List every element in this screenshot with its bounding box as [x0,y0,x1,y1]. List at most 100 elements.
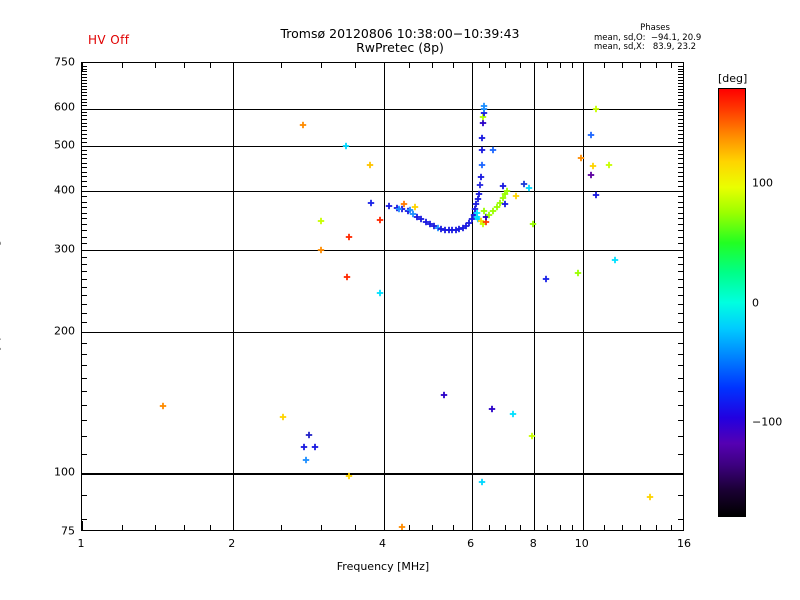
data-point [465,219,473,227]
tick-mark [622,525,624,530]
tick-mark [82,212,87,214]
data-point [489,207,497,214]
x-axis-title: Frequency [MHz] [336,560,430,573]
gridline-horizontal [82,145,683,147]
tick-mark [82,303,87,305]
data-point [473,209,481,216]
tick-mark [82,145,91,147]
data-point [395,205,403,213]
tick-mark [678,149,683,151]
colorbar-tick-label: 0 [752,296,759,309]
tick-mark [582,63,584,72]
tick-mark [82,236,87,238]
tick-mark [571,525,573,530]
data-point [482,218,489,225]
tick-mark [674,249,683,251]
data-point [385,202,393,209]
tick-mark [232,521,234,530]
data-point [346,233,353,240]
tick-mark [674,473,683,475]
tick-mark [184,525,186,530]
data-point [503,187,510,195]
tick-mark [678,236,683,238]
tick-mark [82,230,87,232]
data-point [478,217,485,225]
data-point [499,195,506,202]
tick-mark [678,98,683,100]
data-point [509,410,516,417]
chart-title-block: Tromsø 20120806 10:38:00−10:39:43 RwPret… [190,27,610,55]
tick-mark [82,101,87,103]
tick-mark [678,271,683,273]
tick-mark [678,158,683,160]
tick-mark [82,115,87,117]
tick-mark [547,525,549,530]
tick-mark [82,181,87,183]
data-point [404,208,411,215]
tick-mark [82,98,87,100]
tick-mark [232,63,234,72]
data-point [474,195,481,202]
data-point [480,102,487,109]
tick-mark [82,249,91,251]
tick-mark [452,63,454,68]
tick-mark [82,201,87,203]
tick-mark [82,105,87,107]
tick-mark [82,176,87,178]
data-point [512,192,519,200]
data-point [301,443,308,450]
gridline-horizontal [82,108,683,110]
tick-mark [489,525,491,530]
tick-mark [82,494,87,496]
data-point [434,224,441,231]
colorbar: 100 0 −100 [718,88,782,517]
tick-mark [489,63,491,68]
data-point [480,208,488,215]
tick-mark [82,454,87,456]
data-point [279,413,287,421]
tick-mark [671,63,673,68]
tick-mark [155,63,157,68]
tick-mark [678,126,683,128]
data-point [376,216,383,224]
data-point [342,142,350,149]
tick-mark [82,133,87,135]
y-tick-label: 600 [54,100,75,114]
gridline-vertical [383,63,385,530]
data-point [476,181,484,189]
tick-mark [82,322,87,324]
data-point [480,113,487,121]
tick-mark [82,95,87,97]
tick-mark [678,86,683,88]
tick-mark [82,153,87,155]
chart-subtitle: RwPretec (8p) [356,40,444,55]
data-point [430,222,438,230]
tick-mark [520,525,522,530]
tick-mark [82,263,87,265]
data-point [485,211,493,218]
tick-mark [82,68,87,70]
data-point [470,211,477,218]
data-point [367,199,375,206]
data-point [449,226,456,234]
gridline-vertical [471,63,473,530]
data-point [493,203,500,211]
gridline-horizontal [82,249,683,251]
gridline-horizontal [82,332,683,334]
tick-mark [471,63,473,72]
data-point [409,210,416,218]
data-point [422,218,430,225]
data-point [406,206,414,214]
tick-mark [82,111,87,113]
tick-mark [82,521,84,530]
tick-mark [678,494,683,496]
tick-mark [678,141,683,143]
tick-mark [82,171,87,173]
data-point [456,225,463,233]
tick-mark [82,186,87,188]
tick-mark [678,353,683,355]
tick-mark [678,218,683,220]
tick-mark [82,162,87,164]
y-tick-label: 400 [54,183,75,197]
tick-mark [678,230,683,232]
